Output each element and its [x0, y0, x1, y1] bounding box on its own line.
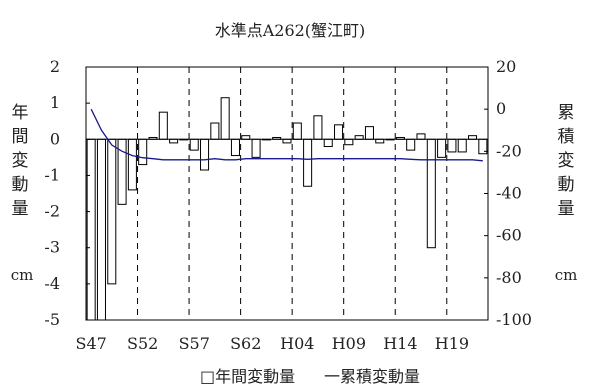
left-tick-label: -3 [44, 238, 60, 257]
left-tick-label: -5 [44, 310, 60, 329]
left-tick-label: -4 [44, 274, 60, 293]
axis-label-char: 動 [12, 175, 29, 195]
chart-title: 水準点A262(蟹江町) [215, 21, 366, 40]
right-tick-label: 20 [496, 57, 516, 76]
right-axis-unit: cm [555, 266, 578, 284]
axis-label-char: 変 [12, 151, 29, 171]
x-tick-label: S52 [127, 334, 158, 353]
x-tick-label: H19 [435, 334, 469, 353]
grid [137, 67, 448, 320]
bar [364, 126, 374, 140]
bar [189, 138, 199, 151]
axis-label-char: 量 [12, 199, 29, 219]
left-axis-label: 年間変動量 [12, 103, 29, 219]
bar [406, 138, 416, 151]
bar [282, 138, 292, 144]
left-axis-ticks: 2 1 0 -1 -2 -3 -4 -5 [44, 57, 90, 329]
bar [107, 138, 117, 285]
bar [200, 138, 210, 171]
bar [86, 138, 96, 321]
x-tick-label: H09 [332, 334, 366, 353]
bar [344, 138, 354, 146]
bar [251, 138, 261, 158]
right-axis-label: 累積変動量 [558, 103, 575, 219]
axis-label-char: 変 [558, 151, 575, 171]
left-tick-label: -2 [44, 202, 60, 221]
legend-bar: □年間変動量 [200, 367, 295, 386]
bar [437, 138, 447, 158]
bar [230, 138, 240, 157]
left-axis-unit: cm [11, 266, 34, 284]
bar [303, 138, 313, 187]
x-tick-label: H14 [383, 334, 417, 353]
bar [138, 138, 148, 166]
bar [96, 138, 106, 321]
bar [334, 124, 344, 140]
right-axis-ticks: 20 0 -20 -40 -60 -80 -100 [484, 57, 532, 329]
bar-series [86, 97, 488, 321]
axis-label-char: 積 [558, 127, 575, 147]
x-tick-label: H04 [280, 334, 314, 353]
right-tick-label: -20 [496, 141, 522, 160]
bar [241, 135, 251, 140]
legend-line: 一累積変動量 [324, 367, 420, 386]
bar [210, 122, 220, 140]
bar [447, 138, 457, 153]
bar [426, 138, 436, 249]
cumulative-line [90, 108, 483, 162]
right-tick-label: -100 [496, 310, 532, 329]
bar [220, 97, 230, 140]
axis-label-char: 累 [558, 103, 575, 123]
axis-label-char: 量 [558, 199, 575, 219]
bar [323, 138, 333, 148]
x-tick-label: S47 [75, 334, 106, 353]
bar [292, 122, 302, 140]
left-tick-label: 2 [50, 57, 60, 76]
bar [169, 138, 179, 144]
right-tick-label: -40 [496, 184, 522, 203]
right-tick-label: -60 [496, 226, 522, 245]
axis-label-char: 年 [12, 103, 29, 123]
left-tick-label: 1 [50, 93, 60, 112]
bar [468, 135, 478, 140]
x-axis-ticks: S47 S52 S57 S62 H04 H09 H14 H19 [75, 334, 469, 353]
left-tick-label: -1 [44, 165, 60, 184]
bar [313, 115, 323, 140]
right-tick-label: 0 [496, 99, 506, 118]
bar [375, 138, 385, 144]
bar [457, 138, 467, 153]
right-tick-label: -80 [496, 268, 522, 287]
axis-label-char: 動 [558, 175, 575, 195]
bar [127, 138, 137, 191]
bar [354, 135, 364, 140]
x-tick-label: S57 [179, 334, 210, 353]
left-tick-label: 0 [50, 129, 60, 148]
line-series [90, 108, 483, 162]
bar [416, 133, 426, 140]
bar [158, 111, 168, 140]
x-tick-label: S62 [230, 334, 261, 353]
axis-label-char: 間 [12, 127, 29, 147]
